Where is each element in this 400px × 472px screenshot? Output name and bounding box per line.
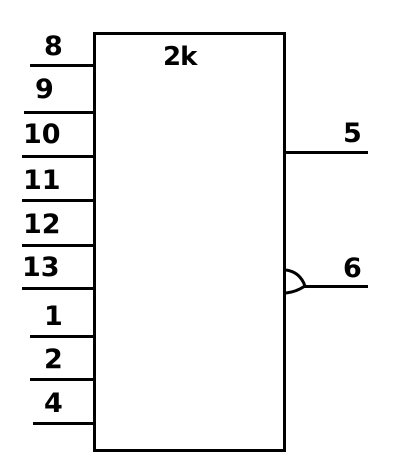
pin-line-2 (30, 378, 93, 381)
pin-label-4: 4 (44, 388, 63, 419)
pin-label-1: 1 (44, 301, 63, 332)
pin-line-10 (22, 155, 93, 158)
pin-label-8: 8 (44, 31, 63, 62)
pin-line-13 (22, 287, 93, 290)
pin-line-11 (22, 199, 93, 202)
pin-line-5 (286, 151, 368, 154)
pin-line-4 (33, 422, 93, 425)
pin-line-1 (30, 335, 93, 338)
pin-label-11: 11 (23, 165, 61, 196)
pin-label-12: 12 (23, 209, 61, 240)
pin-label-10: 10 (23, 119, 61, 150)
pin-label-9: 9 (35, 74, 54, 105)
pin-line-6 (304, 285, 368, 288)
chip-body (93, 32, 286, 452)
pin-label-6: 6 (343, 253, 362, 284)
pin-label-13: 13 (22, 252, 60, 283)
pin-line-8 (30, 64, 93, 67)
pin-label-5: 5 (343, 118, 362, 149)
pin-line-9 (24, 111, 93, 114)
chip-title: 2k (163, 42, 197, 72)
pin-line-12 (22, 244, 93, 247)
pin-label-2: 2 (44, 344, 63, 375)
